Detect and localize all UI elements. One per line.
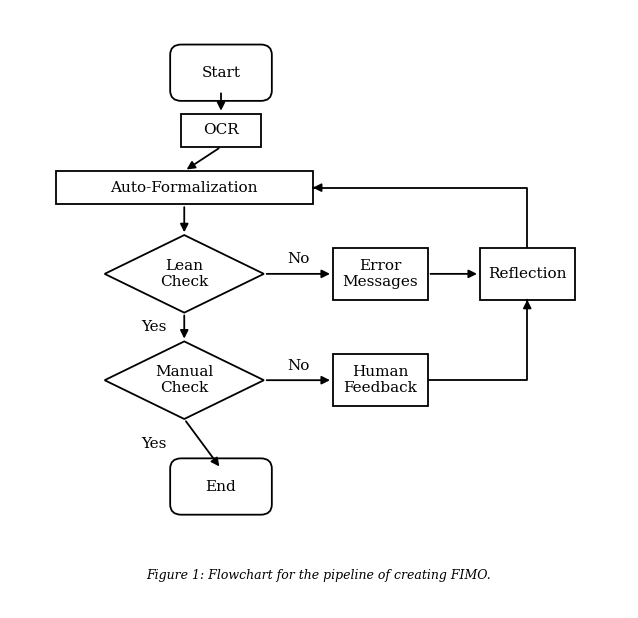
FancyBboxPatch shape [333,248,427,300]
Text: No: No [287,253,309,266]
Polygon shape [105,235,264,313]
Polygon shape [105,341,264,419]
FancyBboxPatch shape [480,248,575,300]
Text: Lean
Check: Lean Check [160,259,209,289]
Text: Error
Messages: Error Messages [343,259,418,289]
Text: Figure 1: Flowchart for the pipeline of creating FIMO.: Figure 1: Flowchart for the pipeline of … [147,569,491,582]
Text: Yes: Yes [141,320,167,334]
Text: Manual
Check: Manual Check [155,365,213,396]
Text: Human
Feedback: Human Feedback [343,365,417,396]
FancyBboxPatch shape [170,44,272,101]
Text: No: No [287,359,309,373]
FancyBboxPatch shape [181,114,261,147]
Text: Yes: Yes [141,437,167,451]
FancyBboxPatch shape [170,459,272,515]
FancyBboxPatch shape [56,171,313,205]
Text: Reflection: Reflection [488,267,567,281]
Text: Auto-Formalization: Auto-Formalization [110,180,258,195]
Text: Start: Start [202,66,241,80]
FancyBboxPatch shape [333,354,427,406]
Text: OCR: OCR [203,123,239,137]
Text: End: End [205,480,236,494]
